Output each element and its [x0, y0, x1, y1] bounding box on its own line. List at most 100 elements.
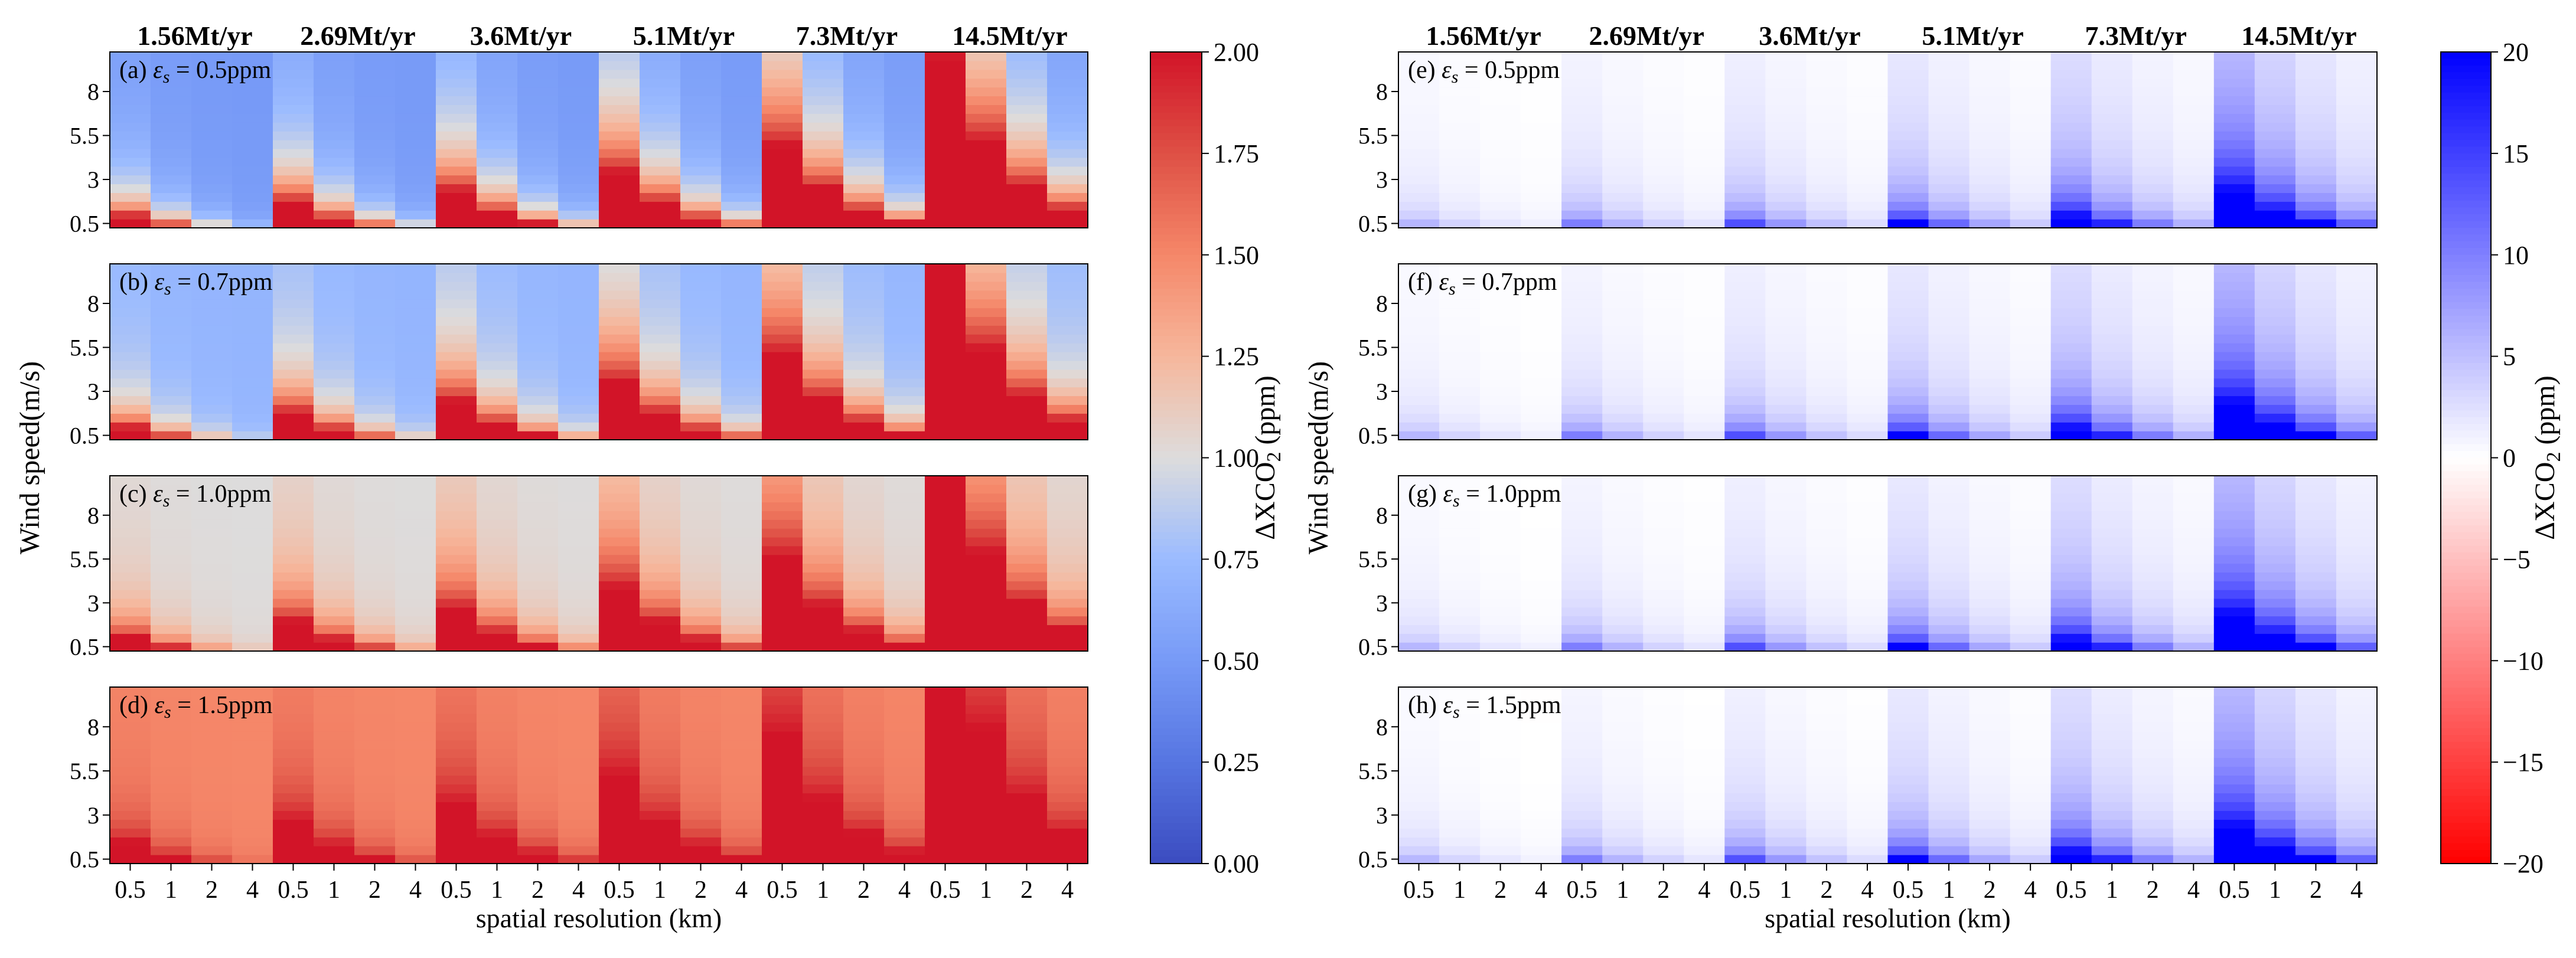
heatmap-cell — [558, 299, 599, 309]
heatmap-cell — [966, 299, 1007, 309]
heatmap-cell — [762, 192, 803, 202]
heatmap-cell — [273, 175, 314, 185]
heatmap-cell — [2010, 545, 2052, 555]
heatmap-cell — [2091, 828, 2133, 838]
colorbar-segment — [1150, 850, 1202, 858]
heatmap-cell — [1806, 281, 1848, 291]
heatmap-cell — [558, 748, 599, 758]
heatmap-cell — [680, 484, 722, 494]
heatmap-cell — [762, 687, 803, 697]
heatmap-cell — [1643, 148, 1684, 158]
heatmap-cell — [477, 502, 518, 511]
heatmap-cell — [2336, 431, 2378, 440]
heatmap-cell — [232, 264, 273, 273]
heatmap-cell — [1398, 131, 1440, 140]
heatmap-cell — [558, 802, 599, 811]
heatmap-cell — [762, 545, 803, 555]
colorbar-segment — [1150, 444, 1202, 452]
heatmap-cell — [1765, 140, 1807, 149]
heatmap-cell — [803, 166, 844, 176]
heatmap-cell — [1602, 484, 1644, 494]
heatmap-cell — [1724, 722, 1766, 732]
heatmap-cell — [2213, 793, 2255, 802]
heatmap-cell — [1765, 192, 1807, 202]
heatmap-cell — [2254, 695, 2296, 705]
heatmap-cell — [1806, 413, 1848, 423]
heatmap-cell — [1969, 334, 2011, 344]
heatmap-cell — [966, 413, 1007, 423]
heatmap-cell — [1561, 563, 1603, 573]
heatmap-cell — [232, 687, 273, 697]
heatmap-cell — [599, 581, 640, 590]
heatmap-cell — [1602, 502, 1644, 511]
heatmap-cell — [843, 148, 885, 158]
heatmap-cell — [762, 210, 803, 220]
heatmap-cell — [2336, 343, 2378, 352]
heatmap-cell — [2213, 819, 2255, 829]
heatmap-cell — [762, 343, 803, 352]
heatmap-cell — [2010, 731, 2052, 741]
heatmap-cell — [1887, 775, 1929, 785]
heatmap-cell — [232, 219, 273, 228]
heatmap-cell — [599, 60, 640, 70]
heatmap-cell — [558, 642, 599, 652]
heatmap-cell — [436, 281, 477, 291]
heatmap-cell — [884, 352, 925, 361]
heatmap-cell — [2091, 148, 2133, 158]
heatmap-cell — [2132, 828, 2174, 838]
heatmap-cell — [1398, 157, 1440, 167]
heatmap-cell — [354, 290, 396, 300]
heatmap-cell — [1006, 378, 1048, 388]
heatmap-cell — [1047, 704, 1088, 714]
heatmap-cell — [1047, 264, 1088, 273]
heatmap-cell — [925, 493, 966, 503]
colorbar-segment — [1150, 126, 1202, 134]
heatmap-cell — [1928, 554, 1970, 564]
heatmap-cell — [477, 581, 518, 590]
y-tick-label: 5.5 — [70, 123, 99, 149]
heatmap-cell — [843, 413, 885, 423]
heatmap-cell — [1480, 545, 1521, 555]
heatmap-cell — [1439, 334, 1481, 344]
heatmap-cell — [2091, 290, 2133, 300]
heatmap-cell — [2091, 69, 2133, 79]
heatmap-cell — [517, 131, 559, 140]
heatmap-cell — [680, 784, 722, 793]
heatmap-cell — [2010, 810, 2052, 820]
heatmap-cell — [1006, 122, 1048, 132]
heatmap-cell — [640, 104, 681, 114]
heatmap-cell — [1969, 219, 2011, 228]
heatmap-cell — [1684, 740, 1725, 750]
heatmap-cell — [762, 625, 803, 634]
heatmap-cell — [1643, 502, 1684, 511]
heatmap-cell — [1887, 722, 1929, 732]
heatmap-cell — [1561, 413, 1603, 423]
heatmap-cell — [273, 476, 314, 485]
heatmap-cell — [2295, 78, 2337, 88]
heatmap-cell — [966, 846, 1007, 855]
heatmap-cell — [314, 537, 355, 547]
heatmap-cell — [2295, 607, 2337, 617]
heatmap-cell — [395, 590, 436, 599]
heatmap-cell — [151, 60, 192, 70]
heatmap-cell — [1398, 352, 1440, 361]
heatmap-cell — [2173, 722, 2215, 732]
heatmap-cell — [843, 722, 885, 732]
colorbar-segment — [1150, 349, 1202, 357]
heatmap-cell — [314, 598, 355, 608]
heatmap-cell — [232, 87, 273, 97]
heatmap-cell — [1643, 855, 1684, 864]
heatmap-cell — [558, 740, 599, 750]
heatmap-cell — [1643, 484, 1684, 494]
heatmap-cell — [314, 819, 355, 829]
heatmap-cell — [2254, 413, 2296, 423]
x-tick-label: 1 — [1943, 877, 1955, 904]
heatmap-cell — [762, 607, 803, 617]
heatmap-cell — [151, 157, 192, 167]
x-tick-label: 1 — [1779, 877, 1792, 904]
heatmap-cell — [2295, 378, 2337, 388]
heatmap-cell — [1969, 528, 2011, 538]
colorbar-segment — [1150, 789, 1202, 797]
heatmap-cell — [1887, 810, 1929, 820]
heatmap-cell — [2295, 757, 2337, 767]
